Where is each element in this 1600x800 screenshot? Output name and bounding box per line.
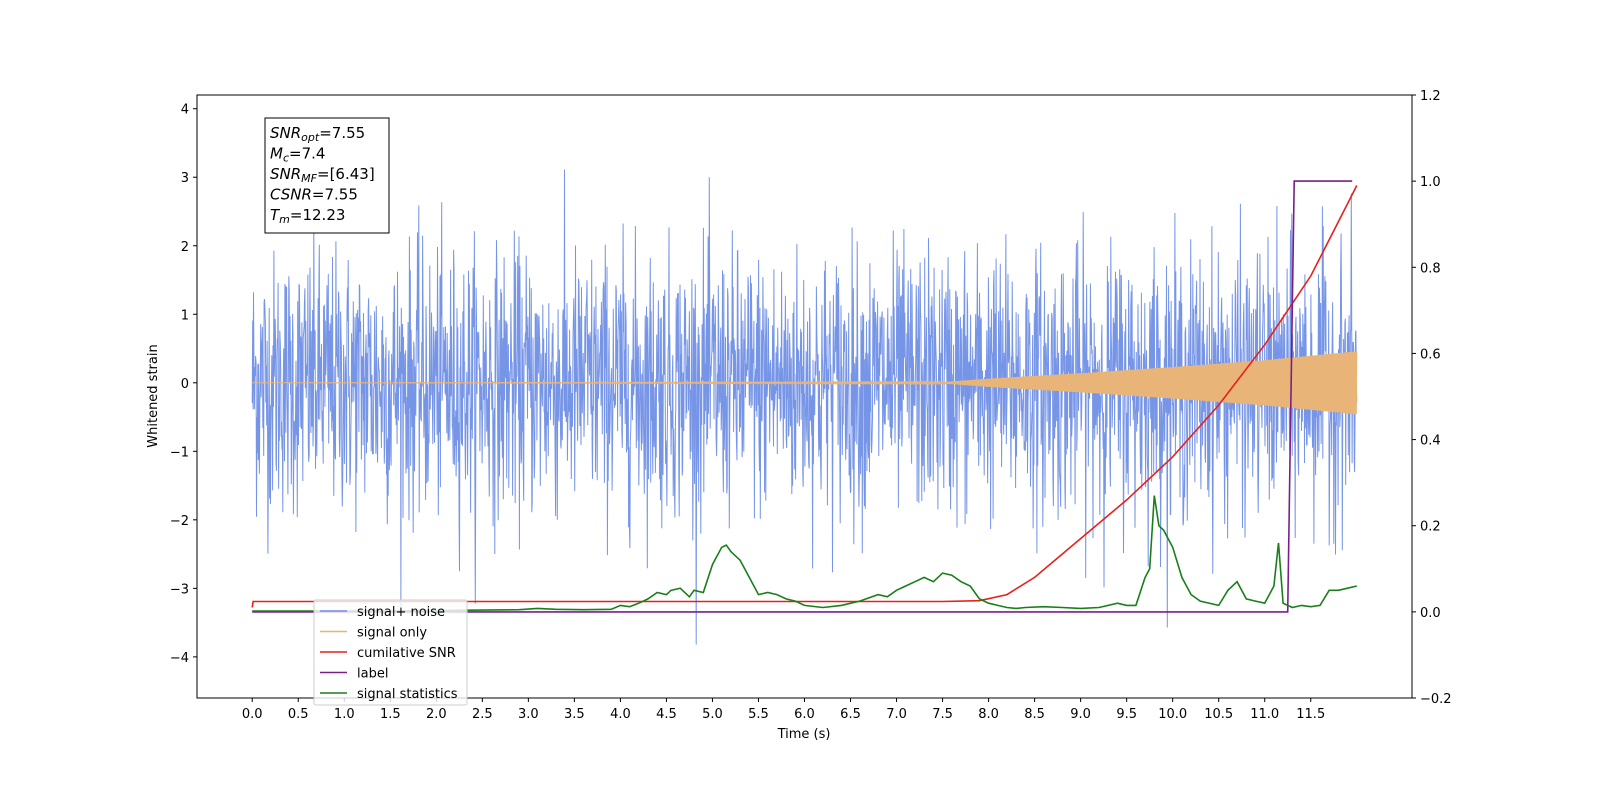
series-label-line	[252, 180, 1353, 613]
y-axis-left: −4 −3 −2 −1 0 1 2 3 4	[170, 103, 197, 666]
y2-tick-label: 1.0	[1420, 175, 1441, 190]
series-signal-statistics-line	[252, 495, 1357, 612]
y-tick-label: −2	[170, 514, 189, 529]
y-axis-title: Whitened strain	[146, 344, 161, 447]
y-tick-label: −1	[170, 445, 189, 460]
x-tick-label: 4.0	[610, 707, 631, 722]
x-tick-label: 1.0	[334, 707, 355, 722]
x-tick-label: 2.0	[426, 707, 447, 722]
x-tick-label: 0.5	[288, 707, 309, 722]
x-tick-label: 7.5	[932, 707, 953, 722]
x-tick-label: 7.0	[886, 707, 907, 722]
series-signal-noise-line	[251, 169, 1358, 645]
y-tick-label: −4	[170, 651, 189, 666]
annotation-line: SNRMF=[6.43]	[270, 165, 375, 185]
legend-label: signal only	[357, 626, 427, 641]
y-tick-label: 4	[181, 103, 189, 118]
x-tick-label: 3.0	[518, 707, 539, 722]
legend-label: signal+ noise	[357, 605, 445, 620]
y2-tick-label: 0.2	[1420, 520, 1441, 535]
x-tick-label: 9.0	[1070, 707, 1091, 722]
y-axis-right: −0.2 0.0 0.2 0.4 0.6 0.8 1.0 1.2	[1412, 89, 1452, 707]
x-tick-label: 10.0	[1158, 707, 1187, 722]
y2-tick-label: 0.6	[1420, 347, 1441, 362]
x-tick-label: 0.0	[242, 707, 263, 722]
y2-tick-label: 0.8	[1420, 261, 1441, 276]
x-tick-label: 6.5	[840, 707, 861, 722]
y-tick-label: 3	[181, 171, 189, 186]
x-tick-label: 2.5	[472, 707, 493, 722]
y-tick-label: 1	[181, 308, 189, 323]
x-axis: 0.0 0.5 1.0 1.5 2.0 2.5 3.0 3.5 4.0 4.5 5.0 5.5 6.0 6…	[242, 698, 1325, 722]
y2-tick-label: 0.0	[1420, 606, 1441, 621]
x-tick-label: 8.5	[1024, 707, 1045, 722]
x-tick-label: 8.0	[978, 707, 999, 722]
x-axis-title: Time (s)	[777, 727, 831, 742]
legend: signal+ noise signal only cumilative SNR la…	[313, 599, 468, 706]
annotation-line: SNRopt=7.55	[270, 124, 365, 144]
y2-tick-label: 0.4	[1420, 434, 1441, 449]
annotation-line: Mc=7.4	[270, 145, 325, 165]
y2-tick-label: −0.2	[1420, 692, 1452, 707]
y2-tick-label: 1.2	[1420, 89, 1441, 104]
x-tick-label: 5.5	[748, 707, 769, 722]
series-signal-only-line	[252, 351, 1358, 415]
x-tick-label: 1.5	[380, 707, 401, 722]
x-tick-label: 3.5	[564, 707, 585, 722]
plot-content	[251, 169, 1358, 645]
x-tick-label: 4.5	[656, 707, 677, 722]
y-tick-label: 2	[181, 240, 189, 255]
series-cumulative-snr-line	[251, 185, 1358, 608]
x-tick-label: 9.5	[1116, 707, 1137, 722]
annotation-line: Tm=12.23	[270, 206, 345, 226]
x-tick-label: 11.0	[1250, 707, 1279, 722]
x-tick-label: 11.5	[1296, 707, 1325, 722]
x-tick-label: 6.0	[794, 707, 815, 722]
legend-label: cumilative SNR	[357, 646, 456, 661]
annotation-line: CSNR=7.55	[270, 186, 358, 204]
legend-label: label	[357, 667, 388, 682]
x-tick-label: 10.5	[1204, 707, 1233, 722]
y-tick-label: −3	[170, 582, 189, 597]
y-tick-label: 0	[181, 377, 189, 392]
x-tick-label: 5.0	[702, 707, 723, 722]
legend-label: signal statistics	[357, 687, 458, 702]
